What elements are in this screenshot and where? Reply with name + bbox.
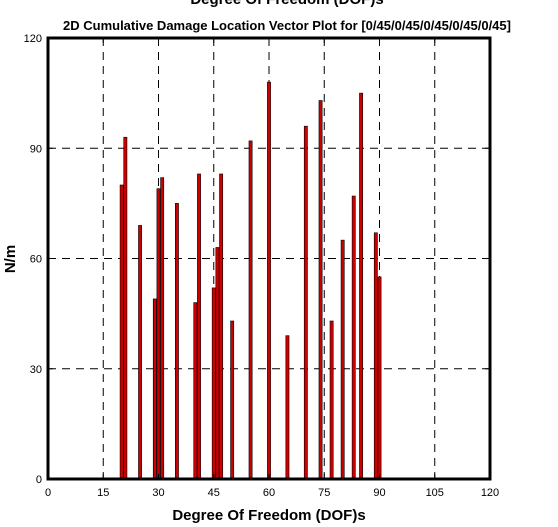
bar-dof-65 (285, 335, 290, 480)
bar-dof-41 (197, 173, 201, 480)
bar-dof-70 (303, 125, 308, 480)
bar-dof-47 (219, 173, 224, 480)
y-tick-label: 0 (36, 474, 42, 486)
y-tick-label: 120 (24, 33, 42, 45)
bar-dof-89 (373, 232, 378, 480)
x-tick-label: 45 (208, 487, 220, 499)
bar-dof-90 (377, 276, 382, 480)
top-title: Degree Of Freedom (DOF)s (190, 0, 383, 8)
bar-dof-80 (340, 239, 345, 480)
x-tick-label: 75 (318, 487, 330, 499)
bar-dof-40 (193, 302, 198, 480)
y-tick-label: 90 (30, 143, 42, 155)
x-tick-label: 30 (152, 487, 164, 499)
bar-dof-83 (351, 195, 356, 480)
bar-dof-25 (138, 225, 142, 480)
y-tick-label: 30 (30, 364, 42, 376)
chart-title: 2D Cumulative Damage Location Vector Plo… (63, 18, 511, 33)
bar-dof-85 (359, 92, 363, 480)
bar-dof-50 (230, 320, 235, 480)
bar-dof-77 (329, 320, 334, 480)
bar-dof-45 (211, 287, 216, 480)
x-tick-label: 105 (426, 487, 444, 499)
y-axis-label: N/m (2, 245, 19, 273)
title-group: Degree Of Freedom (DOF)s 2D Cumulative D… (63, 0, 511, 33)
bar-dof-21 (123, 136, 128, 480)
bar-dof-30 (156, 188, 161, 480)
bar-dof-46 (215, 247, 220, 480)
bar-dof-55 (248, 140, 253, 480)
x-tick-label: 90 (373, 487, 385, 499)
bar-dof-74 (318, 100, 323, 480)
tick-layer: 0 15 30 45 60 75 90 105 120 0 30 60 90 120 (24, 33, 500, 499)
x-tick-label: 0 (45, 487, 51, 499)
bar-dof-35 (175, 203, 179, 480)
bar-dof-20 (119, 184, 124, 480)
bar-dof-60 (267, 81, 271, 480)
x-tick-label: 60 (263, 487, 275, 499)
y-tick-label: 60 (30, 254, 42, 266)
x-axis-label: Degree Of Freedom (DOF)s (172, 507, 365, 524)
bar-dof-29 (152, 298, 157, 480)
x-tick-label: 120 (481, 487, 499, 499)
bar-layer (119, 81, 382, 480)
bar-dof-31 (160, 177, 165, 480)
x-tick-label: 15 (97, 487, 109, 499)
